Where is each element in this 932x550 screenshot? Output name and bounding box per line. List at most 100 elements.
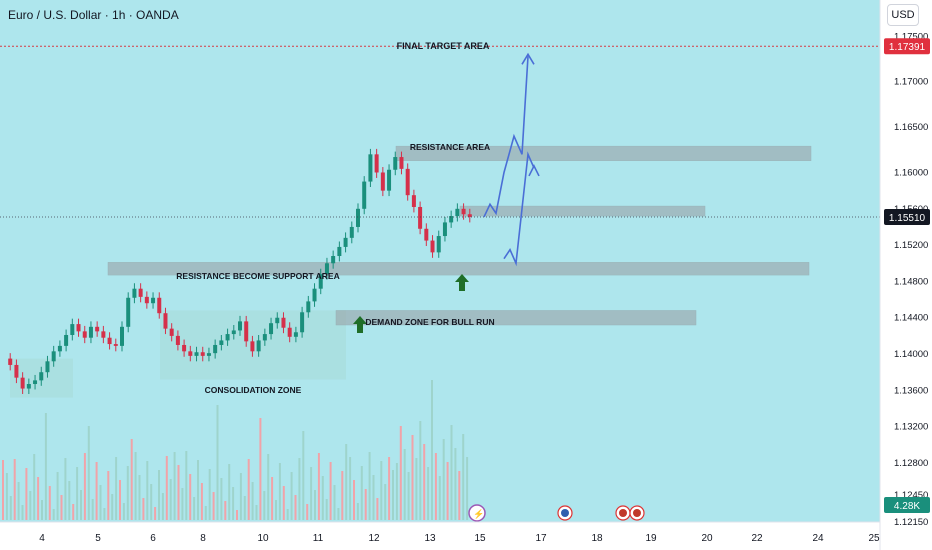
candle-body <box>70 324 75 335</box>
volume-bar <box>103 508 106 520</box>
price-axis-background <box>880 0 932 550</box>
lightning-glyph-icon: ⚡ <box>473 508 484 520</box>
candle-body <box>101 331 106 338</box>
candle-body <box>374 154 379 173</box>
candle-body <box>387 169 392 191</box>
volume-bar <box>275 500 277 520</box>
volume-bar <box>395 463 398 520</box>
volume-bar <box>466 457 469 520</box>
candle-body <box>424 228 429 241</box>
currency-button[interactable]: USD <box>887 4 919 26</box>
target-price-label: 1.17391 <box>889 42 926 53</box>
candle-body <box>250 341 255 352</box>
candle-body <box>467 214 472 217</box>
volume-bar <box>13 459 16 520</box>
candle-body <box>418 206 423 229</box>
candle-body <box>362 181 367 209</box>
volume-bar <box>224 501 227 520</box>
volume-bar <box>251 482 254 520</box>
candle-body <box>95 326 100 332</box>
candle-body <box>430 240 435 253</box>
candle-body <box>436 236 441 253</box>
candle-body <box>262 334 267 341</box>
candle-body <box>57 345 62 352</box>
x-tick-label: 4 <box>39 533 45 544</box>
y-tick-label: 1.17500 <box>894 31 928 42</box>
volume-bar <box>41 500 43 520</box>
candle-body <box>45 361 50 373</box>
support-label: RESISTANCE BECOME SUPPORT AREA <box>176 271 339 281</box>
candle-body <box>120 326 124 346</box>
volume-bar <box>130 439 133 520</box>
volume-bar <box>462 434 465 520</box>
volume-bar <box>407 472 410 520</box>
volume-bar <box>220 478 223 520</box>
plot-background <box>0 0 880 522</box>
candle-body <box>318 274 323 289</box>
volume-bar <box>185 451 188 520</box>
candle-body <box>442 222 447 237</box>
volume-bar <box>216 405 219 520</box>
volume-bar <box>173 452 176 520</box>
candle-body <box>157 297 162 314</box>
resistance-zone <box>395 145 812 161</box>
volume-bar <box>438 476 441 520</box>
candle-body <box>337 246 342 257</box>
volume-bar <box>165 456 168 520</box>
candle-body <box>238 321 242 331</box>
volume-bar <box>239 473 242 520</box>
volume-bar <box>181 488 184 520</box>
volume-bar <box>197 460 199 520</box>
candle-body <box>182 344 187 352</box>
volume-bar <box>427 467 430 520</box>
volume-bar <box>431 380 433 520</box>
candle-body <box>51 351 56 362</box>
flag-inner-icon <box>561 509 569 517</box>
volume-bar <box>212 492 215 520</box>
candle-body <box>138 288 143 297</box>
volume-bar <box>80 490 82 520</box>
x-tick-label: 6 <box>150 533 156 544</box>
volume-bar <box>337 508 340 520</box>
volume-bar <box>5 473 8 520</box>
x-tick-label: 13 <box>424 533 436 544</box>
volume-bar <box>434 453 437 520</box>
volume-bar <box>83 453 86 520</box>
volume-bar <box>263 491 266 520</box>
volume-bar <box>415 458 418 520</box>
candle-body <box>163 313 168 329</box>
x-tick-label: 5 <box>95 533 101 544</box>
volume-bar <box>325 499 328 520</box>
candle-body <box>26 384 31 389</box>
y-tick-label: 1.12150 <box>894 517 928 528</box>
support-arrow-icon <box>455 274 469 291</box>
candle-body <box>107 337 112 345</box>
candle-body <box>405 168 410 196</box>
volume-bar <box>161 493 164 520</box>
volume-bar <box>247 459 250 520</box>
candle-body <box>151 297 156 304</box>
candle-body <box>461 208 466 215</box>
volume-bar <box>169 479 172 520</box>
volume-bar <box>134 452 137 520</box>
support-zone <box>107 262 810 276</box>
x-tick-label: 10 <box>257 533 269 544</box>
x-tick-label: 18 <box>591 533 603 544</box>
candle-body <box>275 317 280 324</box>
volume-bar <box>236 510 238 520</box>
y-tick-label: 1.14000 <box>894 349 928 360</box>
volume-bar <box>122 503 125 520</box>
lightning-event-icon <box>468 504 486 522</box>
candle-body <box>449 216 454 223</box>
x-tick-label: 8 <box>200 533 206 544</box>
volume-bar <box>17 482 20 520</box>
projection-arrowhead-main <box>521 52 535 65</box>
y-tick-label: 1.12800 <box>894 458 928 469</box>
volume-bar <box>317 453 320 520</box>
volume-bar <box>107 471 110 520</box>
volume-bar <box>458 471 461 520</box>
volume-bar <box>72 504 75 520</box>
volume-bar <box>91 499 94 520</box>
